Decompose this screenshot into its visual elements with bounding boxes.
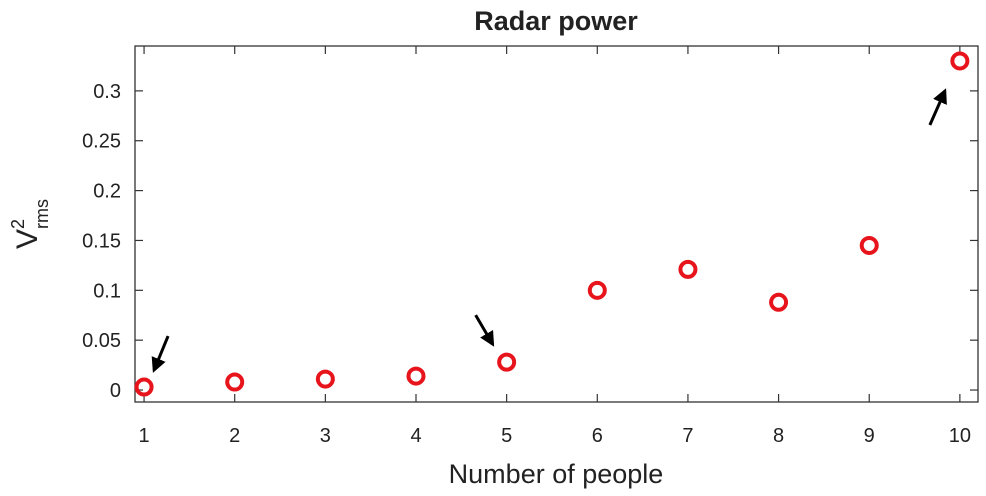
data-point	[134, 377, 154, 397]
plot-area	[134, 45, 979, 403]
x-tick-label: 6	[592, 425, 603, 447]
annotation-arrow	[928, 88, 947, 126]
x-tick-label: 5	[501, 425, 512, 447]
x-axis-label: Number of people	[449, 459, 664, 489]
y-tick-label: 0.3	[93, 81, 121, 103]
y-axis-label-superscript: 2	[8, 219, 28, 229]
data-point	[315, 369, 335, 389]
x-tick-label: 10	[949, 425, 971, 447]
y-tick-label: 0.15	[82, 230, 121, 252]
data-point	[859, 235, 879, 255]
data-point	[587, 280, 607, 300]
y-axis-label-subscript: rms	[32, 199, 52, 229]
data-point	[406, 366, 426, 386]
y-tick-label: 0.1	[93, 280, 121, 302]
chart-title: Radar power	[474, 6, 638, 36]
data-point	[225, 372, 245, 392]
x-axis: 1 2 3 4 5 6 7 8 9 10	[139, 46, 971, 447]
y-axis: 0 0.05 0.1 0.15 0.2 0.25 0.3	[82, 81, 978, 402]
annotation-arrow	[474, 314, 495, 347]
y-tick-label: 0	[110, 380, 121, 402]
annotation-arrows	[151, 88, 947, 373]
x-tick-label: 3	[320, 425, 331, 447]
x-tick-label: 1	[139, 425, 150, 447]
y-axis-label-main: V	[11, 229, 44, 249]
y-tick-label: 0.2	[93, 181, 121, 203]
data-point	[769, 292, 789, 312]
annotation-arrow	[151, 335, 170, 373]
x-tick-label: 9	[864, 425, 875, 447]
data-point	[950, 51, 970, 71]
y-tick-label: 0.25	[82, 131, 121, 153]
y-axis-label: V2 rms	[8, 199, 52, 249]
data-point	[497, 352, 517, 372]
x-tick-label: 4	[410, 425, 421, 447]
x-tick-label: 2	[229, 425, 240, 447]
x-tick-label: 7	[682, 425, 693, 447]
data-points	[134, 51, 970, 397]
x-tick-label: 8	[773, 425, 784, 447]
y-tick-label: 0.05	[82, 330, 121, 352]
data-point	[678, 259, 698, 279]
